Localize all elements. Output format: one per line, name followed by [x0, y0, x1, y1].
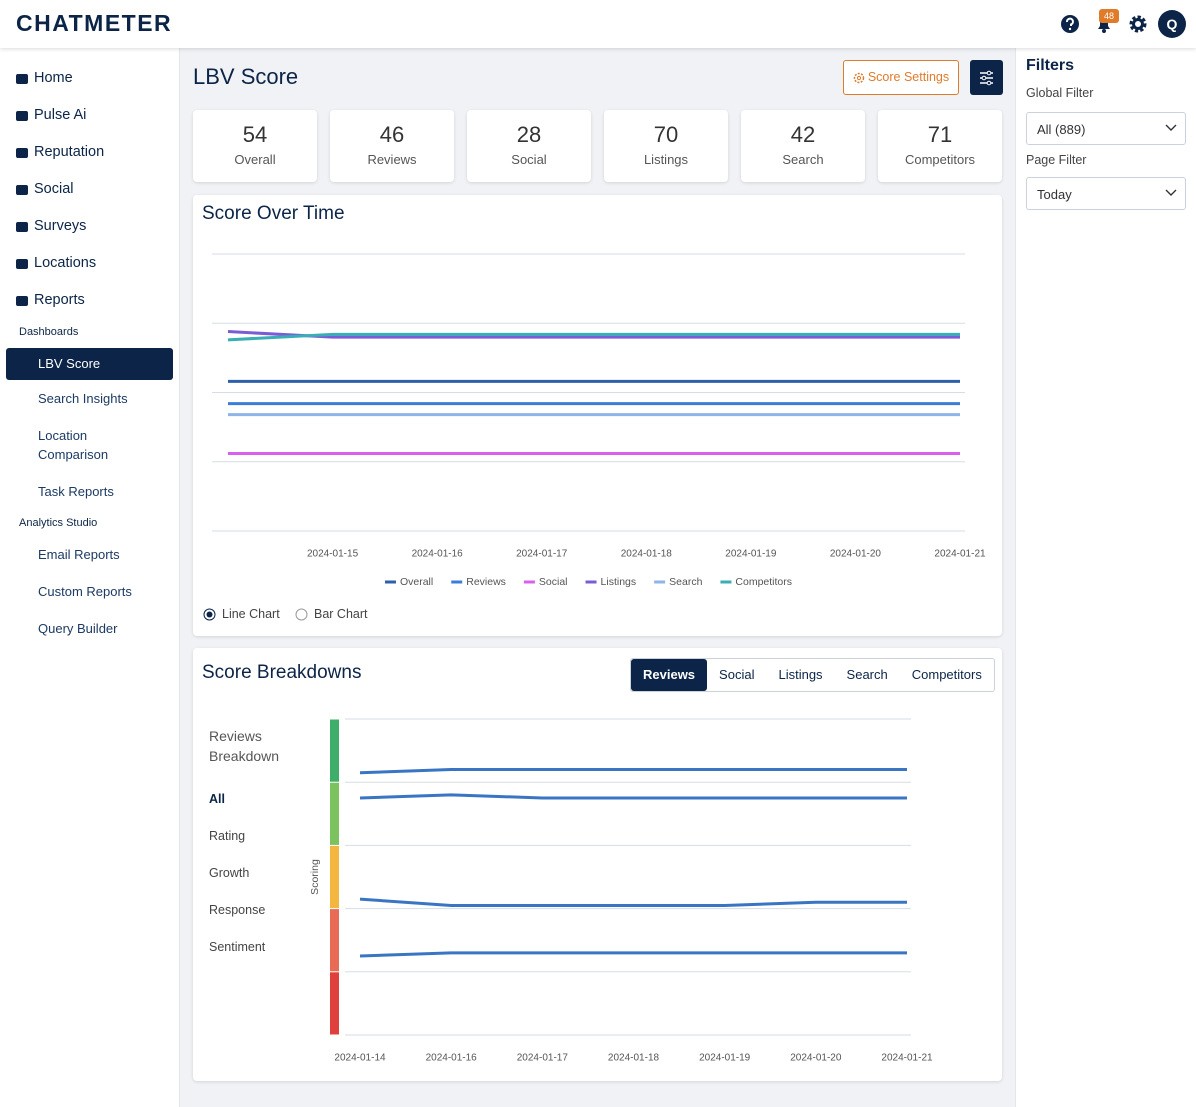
- tab[interactable]: Reviews: [631, 659, 707, 691]
- nav-subitem[interactable]: Location Comparison: [0, 417, 138, 473]
- card-value: 42: [741, 122, 865, 148]
- breakdown-option[interactable]: All: [209, 792, 225, 806]
- sidebar: HomePulse AiReputationSocialSurveysLocat…: [0, 48, 180, 1107]
- chart-view-radio[interactable]: Bar Chart: [295, 607, 368, 621]
- card-label: Reviews: [330, 152, 454, 167]
- select-value: All (889): [1037, 122, 1085, 137]
- radio-label: Line Chart: [222, 607, 280, 621]
- score-card[interactable]: 71 Competitors: [878, 110, 1002, 182]
- breakdown-tabs: ReviewsSocialListingsSearchCompetitors: [630, 658, 995, 692]
- card-value: 71: [878, 122, 1002, 148]
- card-value: 54: [193, 122, 317, 148]
- filters-panel: Filters Global Filter All (889) Page Fil…: [1015, 48, 1196, 1107]
- nav-label: Reputation: [34, 134, 104, 171]
- card-value: 28: [467, 122, 591, 148]
- score-card[interactable]: 46 Reviews: [330, 110, 454, 182]
- score-card[interactable]: 42 Search: [741, 110, 865, 182]
- breakdown-option[interactable]: Sentiment: [209, 940, 265, 954]
- logo[interactable]: CHATMETER: [16, 10, 172, 37]
- nav-subitem[interactable]: Task Reports: [0, 473, 138, 510]
- score-breakdowns-panel: [193, 648, 1002, 1081]
- nav-icon: [14, 293, 30, 309]
- card-value: 70: [604, 122, 728, 148]
- card-label: Overall: [193, 152, 317, 167]
- score-over-time-panel: [193, 195, 1002, 636]
- radio-circle: [203, 608, 216, 621]
- nav-icon: [14, 108, 30, 124]
- settings-icon[interactable]: [1128, 14, 1148, 34]
- top-bar: CHATMETER 48 Q: [0, 0, 1196, 48]
- page-title: LBV Score: [193, 64, 298, 90]
- nav-item[interactable]: Social: [0, 171, 179, 208]
- nav-label: Reports: [34, 282, 85, 319]
- tab[interactable]: Listings: [766, 659, 834, 691]
- card-label: Search: [741, 152, 865, 167]
- panel-title: Score Breakdowns: [202, 662, 361, 684]
- nav-label: Surveys: [34, 208, 86, 245]
- help-icon[interactable]: [1060, 14, 1080, 34]
- filter-toggle-button[interactable]: [970, 60, 1003, 95]
- tab[interactable]: Search: [835, 659, 900, 691]
- panel-title: Score Over Time: [202, 203, 345, 225]
- nav-subitem[interactable]: Query Builder: [0, 610, 138, 647]
- nav-item[interactable]: Surveys: [0, 208, 179, 245]
- score-card[interactable]: 70 Listings: [604, 110, 728, 182]
- tab[interactable]: Competitors: [900, 659, 994, 691]
- radio-circle: [295, 608, 308, 621]
- nav-icon: [14, 182, 30, 198]
- nav-item[interactable]: Reports: [0, 282, 179, 319]
- filter-label: Page Filter: [1026, 153, 1086, 167]
- nav-item[interactable]: Locations: [0, 245, 179, 282]
- avatar[interactable]: Q: [1158, 10, 1186, 38]
- nav-subitem[interactable]: Email Reports: [0, 536, 138, 573]
- nav-icon: [14, 256, 30, 272]
- select-value: Today: [1037, 187, 1072, 202]
- filter-label: Global Filter: [1026, 86, 1093, 100]
- score-card[interactable]: 54 Overall: [193, 110, 317, 182]
- nav-label: Locations: [34, 245, 96, 282]
- nav-item[interactable]: Pulse Ai: [0, 97, 179, 134]
- nav-item[interactable]: Home: [0, 60, 179, 97]
- global-filter-select[interactable]: All (889): [1026, 112, 1186, 145]
- nav-label: Home: [34, 60, 73, 97]
- nav-section: Dashboards: [0, 319, 179, 345]
- nav-item[interactable]: Reputation: [0, 134, 179, 171]
- nav-subitem[interactable]: LBV Score: [6, 348, 173, 380]
- card-label: Competitors: [878, 152, 1002, 167]
- breakdown-panel-title: Reviews Breakdown: [209, 726, 299, 766]
- button-label: Score Settings: [868, 61, 949, 94]
- nav-label: Social: [34, 171, 74, 208]
- nav-subitem[interactable]: Custom Reports: [0, 573, 138, 610]
- score-card[interactable]: 28 Social: [467, 110, 591, 182]
- breakdown-option[interactable]: Rating: [209, 829, 245, 843]
- page-filter-select[interactable]: Today: [1026, 177, 1186, 210]
- nav-section: Analytics Studio: [0, 510, 179, 536]
- card-label: Social: [467, 152, 591, 167]
- card-value: 46: [330, 122, 454, 148]
- card-label: Listings: [604, 152, 728, 167]
- nav-icon: [14, 145, 30, 161]
- radio-label: Bar Chart: [314, 607, 368, 621]
- breakdown-option[interactable]: Growth: [209, 866, 249, 880]
- filters-title: Filters: [1026, 57, 1074, 75]
- notification-badge: 48: [1099, 9, 1119, 23]
- breakdown-option[interactable]: Response: [209, 903, 265, 917]
- nav-label: Pulse Ai: [34, 97, 86, 134]
- tab[interactable]: Social: [707, 659, 766, 691]
- score-settings-button[interactable]: Score Settings: [843, 60, 959, 95]
- chart-view-radio[interactable]: Line Chart: [203, 607, 280, 621]
- nav-subitem[interactable]: Search Insights: [0, 380, 138, 417]
- nav-icon: [14, 71, 30, 87]
- nav-icon: [14, 219, 30, 235]
